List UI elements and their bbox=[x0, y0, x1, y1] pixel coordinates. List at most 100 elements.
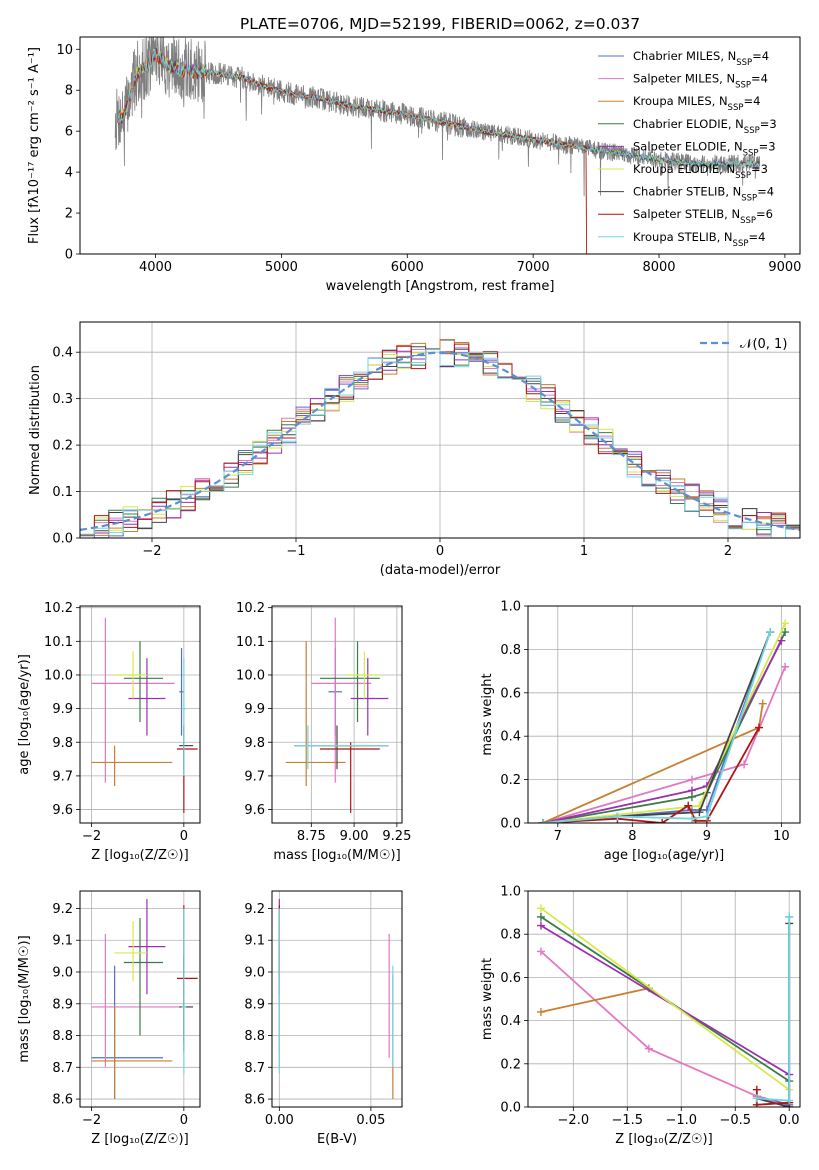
weight-marker bbox=[781, 628, 790, 637]
y-tick-label: 0.2 bbox=[500, 773, 521, 788]
y-axis-label: Flux [fλ10⁻¹⁷ erg cm⁻² s⁻¹ A⁻¹] bbox=[27, 47, 42, 244]
x-tick-label: −1.0 bbox=[665, 1113, 697, 1128]
y-tick-label: 0.0 bbox=[500, 1101, 521, 1116]
weight-marker bbox=[536, 904, 545, 913]
weight-marker bbox=[644, 1044, 653, 1053]
y-tick-label: 8.8 bbox=[52, 1029, 73, 1044]
y-tick-label: 9.6 bbox=[244, 803, 265, 818]
y-tick-label: 9.2 bbox=[244, 902, 265, 917]
residuals-plot-area bbox=[80, 322, 800, 538]
weight-marker bbox=[536, 912, 545, 921]
x-tick-label: −1 bbox=[286, 544, 305, 559]
y-tick-label: 8 bbox=[65, 84, 73, 99]
y-tick-label: 0.4 bbox=[500, 730, 521, 745]
y-tick-label: 1.0 bbox=[500, 885, 521, 900]
ebv-vs-mass-plot-area bbox=[272, 891, 402, 1107]
histogram-series bbox=[80, 349, 800, 538]
x-axis-label: (data-model)/error bbox=[380, 563, 501, 578]
axes-frame bbox=[79, 890, 201, 1108]
y-tick-label: 1.0 bbox=[500, 600, 521, 615]
weight-marker bbox=[777, 636, 786, 645]
y-tick-label: 8.9 bbox=[244, 997, 265, 1012]
weight-marker bbox=[687, 775, 696, 784]
x-tick-label: −1.5 bbox=[612, 1113, 644, 1128]
z-vs-age-plot-area bbox=[80, 606, 200, 823]
weight-marker bbox=[755, 723, 764, 732]
y-tick-label: 0.1 bbox=[52, 485, 73, 500]
y-tick-label: 0.8 bbox=[500, 928, 521, 943]
x-axis-label: age [log₁₀(age/yr)] bbox=[604, 848, 725, 863]
panel-spectrum: 4000 5000 6000 7000 8000 9000 0 2 4 6 8 10 wavelengt… bbox=[27, 36, 801, 294]
y-tick-label: 9.7 bbox=[244, 769, 265, 784]
x-tick-label: 9 bbox=[703, 829, 711, 844]
y-tick-label: 10.1 bbox=[236, 635, 265, 650]
x-tick-label: 0 bbox=[180, 829, 188, 844]
x-tick-label: 9000 bbox=[768, 260, 801, 275]
weight-line bbox=[540, 907, 790, 1091]
weight-marker bbox=[684, 801, 693, 810]
weight-marker bbox=[658, 819, 667, 823]
y-tick-label: 9.9 bbox=[244, 702, 265, 717]
weight-line bbox=[542, 666, 786, 823]
x-tick-label: −2 bbox=[142, 544, 161, 559]
weight-marker bbox=[785, 912, 794, 921]
x-tick-label: −2 bbox=[82, 829, 101, 844]
y-tick-label: 0 bbox=[65, 248, 73, 263]
y-axis-label: Normed distribution bbox=[28, 365, 43, 495]
weight-marker bbox=[613, 812, 622, 821]
z-vs-mass-plot-area bbox=[80, 891, 200, 1107]
y-tick-label: 9.1 bbox=[52, 934, 73, 949]
y-tick-label: 10.1 bbox=[44, 635, 73, 650]
x-tick-label: −2 bbox=[82, 1113, 101, 1128]
x-tick-label: 8000 bbox=[642, 260, 675, 275]
y-tick-label: 8.6 bbox=[52, 1093, 73, 1108]
z-weights-plot-area bbox=[528, 891, 800, 1107]
model-spectrum-line bbox=[117, 48, 760, 168]
y-tick-label: 10.2 bbox=[236, 601, 265, 616]
x-tick-label: −0.5 bbox=[719, 1113, 751, 1128]
weight-marker bbox=[702, 812, 711, 821]
y-tick-label: 8.9 bbox=[52, 997, 73, 1012]
y-axis-label: mass weight bbox=[480, 673, 495, 755]
y-tick-label: 0.6 bbox=[500, 686, 521, 701]
x-tick-label: 7 bbox=[554, 829, 562, 844]
panel-ebv-vs-mass: 0.00 0.05 8.6 8.7 8.8 8.9 9.0 9.1 9.2 E(B-V) bbox=[244, 890, 403, 1147]
x-tick-label: 0.05 bbox=[356, 1113, 385, 1128]
y-tick-label: 9.9 bbox=[52, 702, 73, 717]
x-tick-label: 9.25 bbox=[382, 829, 411, 844]
axes-frame bbox=[79, 605, 201, 824]
y-tick-label: 10 bbox=[56, 43, 73, 58]
x-axis-label: wavelength [Angstrom, rest frame] bbox=[326, 279, 555, 294]
weight-marker bbox=[781, 619, 790, 628]
y-tick-label: 0.2 bbox=[52, 439, 73, 454]
x-axis-label: E(B-V) bbox=[317, 1132, 357, 1147]
gaussian-curve bbox=[80, 351, 800, 531]
weight-marker bbox=[687, 814, 696, 823]
panel-age-weights: 7 8 9 10 0.0 0.2 0.4 0.6 0.8 1.0 age [log₁₀(age/yr… bbox=[480, 600, 801, 863]
x-tick-label: 9.00 bbox=[340, 829, 369, 844]
x-axis-label: Z [log₁₀(Z/Z☉)] bbox=[615, 1132, 712, 1147]
axes-frame bbox=[527, 890, 801, 1108]
x-axis-label: mass [log₁₀(M/M☉)] bbox=[273, 848, 400, 863]
y-axis-label: age [log₁₀(age/yr)] bbox=[17, 654, 32, 775]
y-tick-label: 0.4 bbox=[52, 346, 73, 361]
panel-z-vs-mass: −2 0 8.6 8.7 8.8 8.9 9.0 9.1 9.2 Z [log₁₀(Z/Z☉)] m… bbox=[17, 890, 201, 1147]
y-tick-label: 0.0 bbox=[500, 817, 521, 832]
panel-mass-vs-age: 8.75 9.00 9.25 9.6 9.7 9.8 9.9 10.0 10.1 10.2 mass… bbox=[236, 601, 411, 863]
x-tick-label: 0 bbox=[436, 544, 444, 559]
weight-marker bbox=[758, 699, 767, 708]
y-tick-label: 9.8 bbox=[244, 736, 265, 751]
weight-marker bbox=[740, 760, 749, 769]
x-tick-label: 1 bbox=[580, 544, 588, 559]
weight-marker bbox=[752, 1094, 761, 1103]
x-tick-label: 7000 bbox=[517, 260, 550, 275]
x-tick-label: 8.75 bbox=[297, 829, 326, 844]
weight-marker bbox=[752, 1085, 761, 1094]
x-tick-label: 2 bbox=[724, 544, 732, 559]
x-tick-label: 5000 bbox=[265, 260, 298, 275]
y-tick-label: 8.7 bbox=[52, 1061, 73, 1076]
x-tick-label: 0 bbox=[180, 1113, 188, 1128]
x-tick-label: 6000 bbox=[391, 260, 424, 275]
y-tick-label: 6 bbox=[65, 125, 73, 140]
weight-line bbox=[540, 987, 650, 1013]
